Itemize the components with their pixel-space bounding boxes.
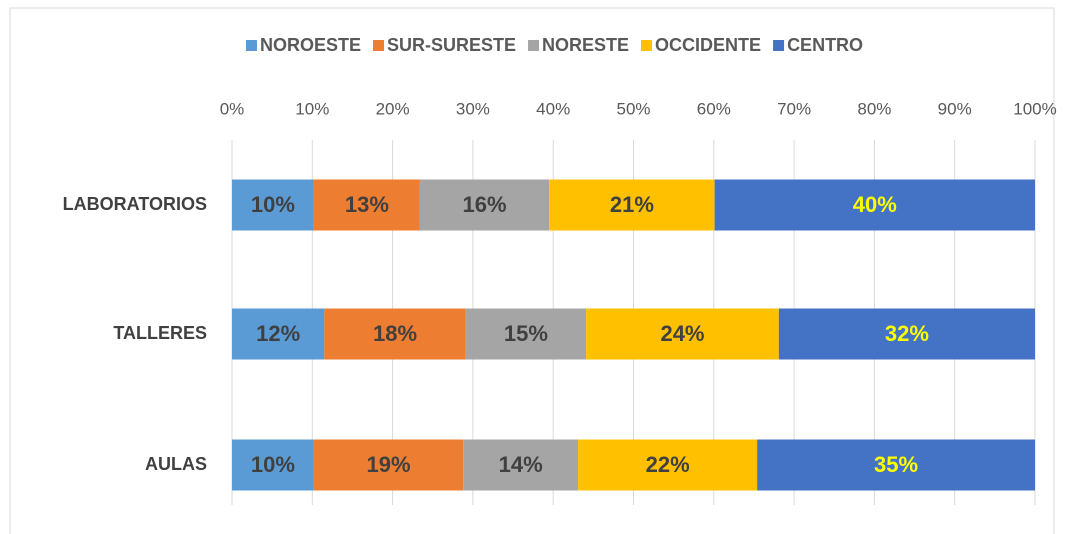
x-tick-label: 70% [777, 99, 811, 118]
bar-segment [465, 308, 587, 360]
legend-swatch [373, 40, 385, 51]
bar-segment [757, 439, 1035, 491]
data-label: 15% [504, 321, 548, 346]
bar-segment [313, 179, 420, 231]
legend-swatch [528, 40, 540, 51]
category-label: LABORATORIOS [63, 194, 207, 214]
legend-label: NORESTE [542, 35, 629, 55]
data-label: 12% [256, 321, 300, 346]
x-tick-label: 80% [857, 99, 891, 118]
x-tick-label: 50% [616, 99, 650, 118]
data-label: 22% [646, 452, 690, 477]
bar-segment [549, 179, 715, 231]
x-tick-label: 90% [938, 99, 972, 118]
data-label: 40% [853, 192, 897, 217]
x-tick-label: 30% [456, 99, 490, 118]
data-label: 13% [345, 192, 389, 217]
data-label: 24% [660, 321, 704, 346]
data-label: 19% [367, 452, 411, 477]
bar-segment [419, 179, 550, 231]
legend-label: SUR-SURESTE [387, 35, 516, 55]
bar-segment [313, 439, 464, 491]
bar-segment [232, 179, 314, 231]
x-tick-label: 100% [1013, 99, 1056, 118]
data-label: 14% [499, 452, 543, 477]
data-label: 18% [373, 321, 417, 346]
bar-segment [324, 308, 466, 360]
data-label: 21% [610, 192, 654, 217]
bar-segment [232, 439, 314, 491]
legend-label: NOROESTE [260, 35, 361, 55]
bar-segment [232, 308, 325, 360]
legend-swatch [641, 40, 653, 51]
category-label: AULAS [145, 454, 207, 474]
legend-label: OCCIDENTE [655, 35, 761, 55]
bar-segment [578, 439, 758, 491]
bar-segment [463, 439, 579, 491]
bar-segment [586, 308, 779, 360]
legend-swatch [246, 40, 257, 51]
x-tick-label: 60% [697, 99, 731, 118]
legend-swatch [773, 40, 785, 51]
x-tick-label: 40% [536, 99, 570, 118]
x-tick-label: 10% [295, 99, 329, 118]
data-label: 35% [874, 452, 918, 477]
data-label: 10% [251, 452, 295, 477]
bar-segment [778, 308, 1035, 360]
x-tick-label: 20% [376, 99, 410, 118]
category-label: TALLERES [113, 323, 207, 343]
data-label: 10% [251, 192, 295, 217]
data-label: 16% [463, 192, 507, 217]
bar-segment [714, 179, 1035, 231]
legend-label: CENTRO [787, 35, 863, 55]
data-label: 32% [885, 321, 929, 346]
x-tick-label: 0% [220, 99, 245, 118]
